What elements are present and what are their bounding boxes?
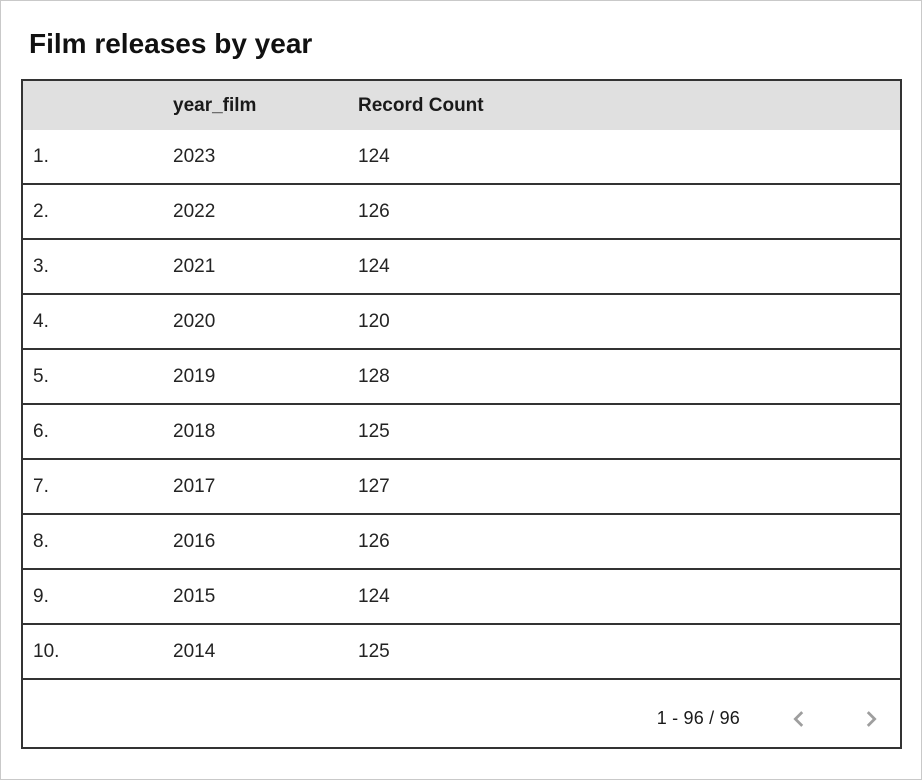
- cell-record-count: 125: [342, 404, 901, 459]
- cell-year-film: 2020: [157, 294, 342, 349]
- cell-record-count: 124: [342, 569, 901, 624]
- table-row: 5. 2019 128: [22, 349, 901, 404]
- cell-year-film: 2021: [157, 239, 342, 294]
- page-title: Film releases by year: [29, 28, 313, 59]
- cell-record-count: 127: [342, 459, 901, 514]
- table-row: 10. 2014 125: [22, 624, 901, 679]
- table-header-row: year_film Record Count: [22, 80, 901, 130]
- header-year-film[interactable]: year_film: [157, 80, 342, 130]
- table-row: 6. 2018 125: [22, 404, 901, 459]
- table-footer-row: 1 - 96 / 96: [22, 679, 901, 748]
- chevron-right-icon: [866, 710, 877, 727]
- header-row-number: [22, 80, 157, 130]
- row-index: 6.: [22, 404, 157, 459]
- row-index: 1.: [22, 130, 157, 184]
- chevron-left-icon: [793, 710, 804, 727]
- cell-year-film: 2019: [157, 349, 342, 404]
- row-index: 2.: [22, 184, 157, 239]
- cell-year-film: 2022: [157, 184, 342, 239]
- row-index: 3.: [22, 239, 157, 294]
- row-index: 10.: [22, 624, 157, 679]
- pagination-bar: 1 - 96 / 96: [23, 696, 884, 732]
- pagination-next-button[interactable]: [858, 706, 884, 732]
- table-row: 4. 2020 120: [22, 294, 901, 349]
- pagination-range: 1 - 96 / 96: [656, 708, 740, 728]
- cell-record-count: 125: [342, 624, 901, 679]
- cell-year-film: 2023: [157, 130, 342, 184]
- table-row: 2. 2022 126: [22, 184, 901, 239]
- cell-year-film: 2017: [157, 459, 342, 514]
- cell-record-count: 120: [342, 294, 901, 349]
- cell-record-count: 124: [342, 130, 901, 184]
- row-index: 4.: [22, 294, 157, 349]
- cell-record-count: 126: [342, 514, 901, 569]
- data-table: year_film Record Count 1. 2023 124 2. 2022 12…: [21, 79, 902, 749]
- cell-record-count: 124: [342, 239, 901, 294]
- table-row: 1. 2023 124: [22, 130, 901, 184]
- cell-year-film: 2014: [157, 624, 342, 679]
- header-record-count[interactable]: Record Count: [342, 80, 901, 130]
- table-row: 8. 2016 126: [22, 514, 901, 569]
- cell-year-film: 2018: [157, 404, 342, 459]
- row-index: 8.: [22, 514, 157, 569]
- row-index: 7.: [22, 459, 157, 514]
- table-row: 7. 2017 127: [22, 459, 901, 514]
- cell-record-count: 128: [342, 349, 901, 404]
- table-row: 3. 2021 124: [22, 239, 901, 294]
- row-index: 9.: [22, 569, 157, 624]
- table-row: 9. 2015 124: [22, 569, 901, 624]
- row-index: 5.: [22, 349, 157, 404]
- cell-record-count: 126: [342, 184, 901, 239]
- cell-year-film: 2015: [157, 569, 342, 624]
- cell-year-film: 2016: [157, 514, 342, 569]
- pagination-prev-button[interactable]: [786, 706, 812, 732]
